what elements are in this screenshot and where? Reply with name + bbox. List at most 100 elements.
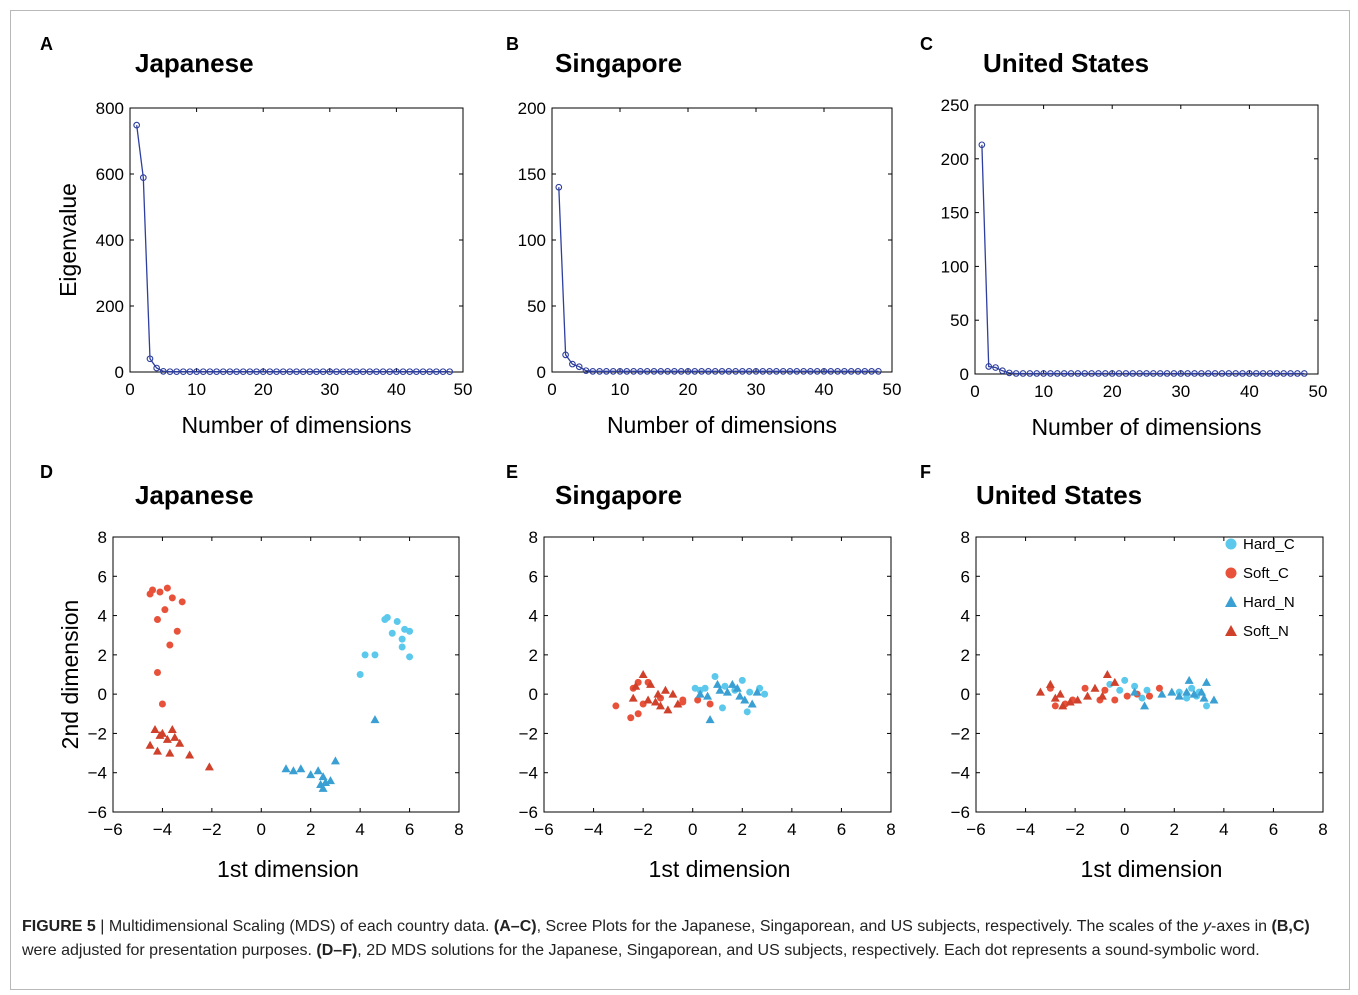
scree-point xyxy=(226,368,234,376)
y-tick-label: 2 xyxy=(961,646,970,665)
point-soft-c xyxy=(156,588,164,596)
y-tick-label: −6 xyxy=(951,803,970,822)
scree-point xyxy=(1019,370,1027,377)
x-tick-label: −6 xyxy=(534,820,553,839)
y-tick-label: 2 xyxy=(529,646,538,665)
y-tick-label: 150 xyxy=(941,204,969,223)
point-soft-n xyxy=(643,695,653,704)
scree-point xyxy=(555,183,563,191)
scree-point xyxy=(433,368,440,376)
scree-point xyxy=(146,355,154,363)
scree-point xyxy=(326,368,334,376)
point-soft-c xyxy=(1081,684,1089,692)
y-tick-label: 8 xyxy=(98,528,107,547)
scree-point xyxy=(1026,370,1034,377)
point-hard-c xyxy=(356,671,364,678)
scree-point xyxy=(725,367,733,375)
scree-point xyxy=(193,368,200,376)
scree-point xyxy=(820,367,828,375)
scree-point xyxy=(413,368,420,376)
point-hard-n xyxy=(727,679,737,688)
panel-title: United States xyxy=(983,48,1149,78)
scree-point xyxy=(266,368,274,376)
x-tick-label: −2 xyxy=(202,820,221,839)
point-soft-n xyxy=(155,730,165,739)
point-hard-c xyxy=(718,704,726,712)
point-hard-c xyxy=(1183,694,1191,702)
point-soft-n xyxy=(668,689,678,698)
point-soft-c xyxy=(1146,692,1153,700)
scree-point xyxy=(773,367,780,375)
point-soft-n xyxy=(1045,679,1055,688)
scree-point xyxy=(319,368,327,376)
scree-point xyxy=(637,367,644,375)
point-soft-c xyxy=(1111,696,1119,704)
legend-label: Soft_N xyxy=(1243,623,1289,640)
point-soft-n xyxy=(1083,691,1093,700)
point-hard-n xyxy=(318,772,328,781)
scree-point xyxy=(1170,370,1178,377)
x-tick-label: 30 xyxy=(320,380,339,399)
point-hard-n xyxy=(703,691,713,700)
y-tick-label: 4 xyxy=(961,607,970,626)
x-tick-label: 10 xyxy=(187,380,206,399)
x-tick-label: −6 xyxy=(103,820,122,839)
point-hard-n xyxy=(1184,675,1194,684)
scree-point xyxy=(657,367,665,375)
scree-point xyxy=(786,367,794,375)
point-hard-n xyxy=(695,689,705,698)
scree-point xyxy=(978,141,986,149)
scree-point xyxy=(677,367,685,375)
scree-point xyxy=(1060,370,1068,377)
point-soft-n xyxy=(638,670,648,678)
scree-point xyxy=(616,367,624,375)
x-tick-label: 50 xyxy=(883,380,902,399)
point-hard-c xyxy=(1121,676,1129,684)
x-tick-label: −2 xyxy=(633,820,652,839)
y-tick-label: 100 xyxy=(518,231,546,250)
point-hard-c xyxy=(406,653,414,661)
x-tick-label: 10 xyxy=(1034,382,1053,401)
point-soft-n xyxy=(165,748,175,757)
point-soft-c xyxy=(1101,686,1109,694)
point-hard-n xyxy=(330,756,340,765)
scree-point xyxy=(1191,370,1198,377)
point-soft-n xyxy=(1102,670,1112,678)
x-tick-label: 20 xyxy=(679,380,698,399)
figure-caption: FIGURE 5 | Multidimensional Scaling (MDS… xyxy=(22,918,1310,959)
point-soft-c xyxy=(166,641,174,649)
point-hard-c xyxy=(1138,694,1146,702)
scree-point xyxy=(219,368,227,376)
scree-point xyxy=(386,368,394,376)
point-hard-c xyxy=(721,682,729,690)
scree-point xyxy=(159,367,167,375)
point-soft-c xyxy=(1051,702,1059,710)
x-tick-label: 30 xyxy=(1171,382,1190,401)
scree-point xyxy=(426,368,434,376)
scree-point xyxy=(1239,370,1246,377)
x-tick-label: 0 xyxy=(125,380,134,399)
point-hard-c xyxy=(761,690,769,698)
x-tick-label: 6 xyxy=(405,820,414,839)
point-soft-n xyxy=(655,701,665,710)
point-soft-n xyxy=(1065,697,1075,706)
point-soft-c xyxy=(1155,684,1163,692)
scree-point xyxy=(279,368,287,376)
scree-point xyxy=(992,364,999,371)
point-soft-c xyxy=(178,598,186,606)
point-soft-c xyxy=(158,700,166,708)
y-tick-label: 200 xyxy=(518,99,546,118)
scree-point xyxy=(698,367,705,375)
point-hard-n xyxy=(288,766,298,775)
point-soft-n xyxy=(1110,677,1120,686)
scree-point xyxy=(419,368,427,376)
x-tick-label: 2 xyxy=(738,820,747,839)
x-tick-label: −6 xyxy=(966,820,985,839)
point-soft-n xyxy=(1055,689,1065,698)
point-hard-c xyxy=(383,614,391,622)
plot-frame xyxy=(543,536,892,813)
x-tick-label: 0 xyxy=(257,820,266,839)
scree-point xyxy=(393,368,400,376)
scree-point xyxy=(985,363,993,370)
plot-frame xyxy=(112,536,460,813)
